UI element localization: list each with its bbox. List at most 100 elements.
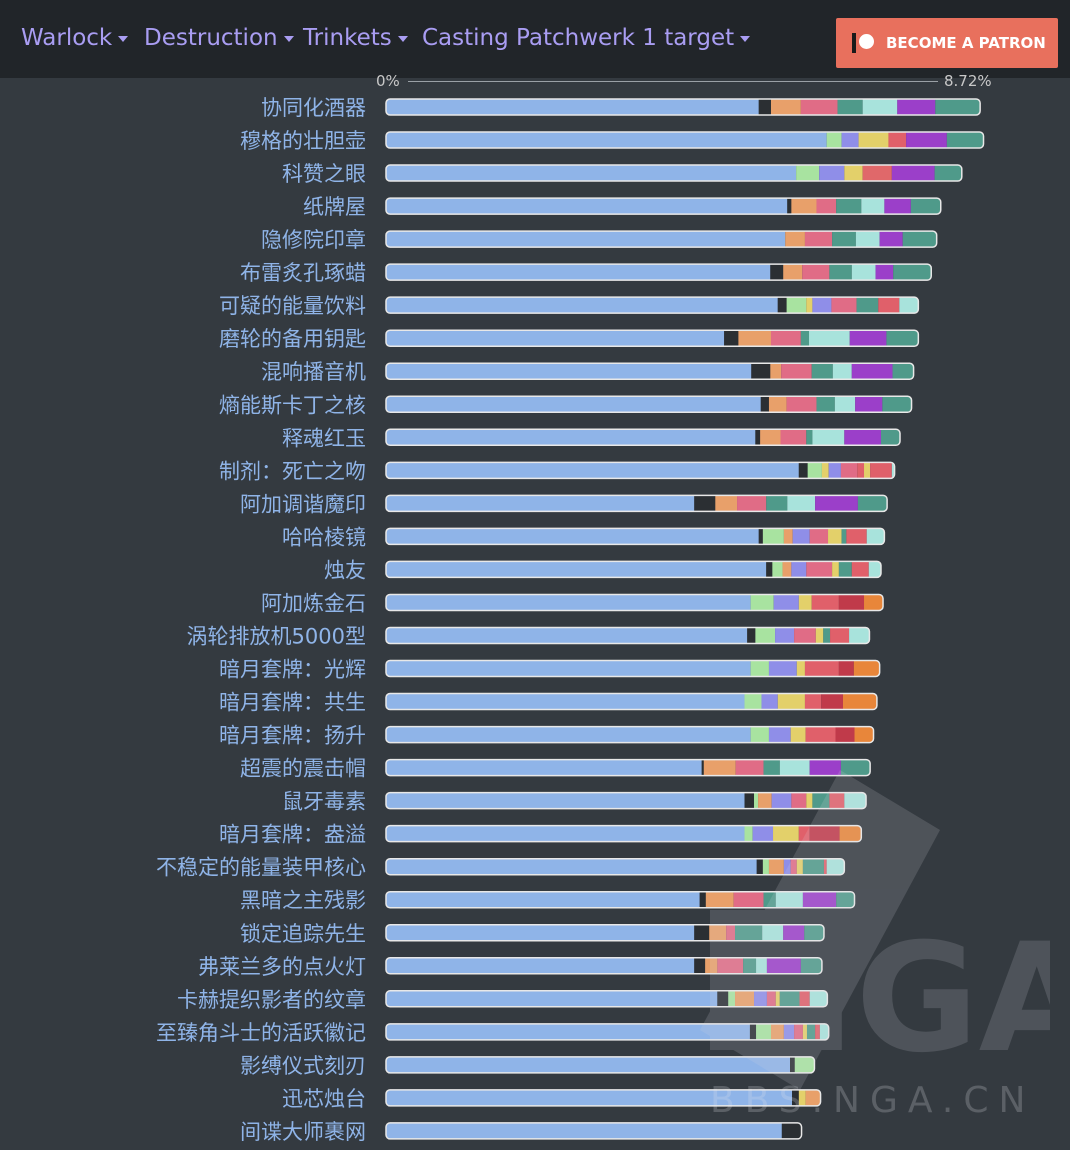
- bar-row[interactable]: 阿加炼金石: [261, 591, 884, 615]
- bar-stack-segment: [724, 330, 739, 347]
- bar-stack-segment: [768, 396, 787, 413]
- category-label: 隐修院印章: [261, 228, 366, 252]
- bar-row[interactable]: 间谍大师裹网: [240, 1120, 803, 1144]
- category-label: 鼠牙毒素: [282, 790, 366, 814]
- bar-stack-segment: [946, 132, 984, 149]
- category-label: 阿加炼金石: [261, 591, 366, 615]
- bar-row[interactable]: 科赞之眼: [282, 162, 963, 186]
- bar-stack-segment: [816, 198, 837, 215]
- bar-row[interactable]: 影缚仪式刻刃: [240, 1054, 816, 1078]
- bar-stack-segment: [705, 957, 718, 974]
- bar-row[interactable]: 哈哈棱镜: [282, 525, 886, 549]
- bar-stack-segment: [779, 990, 800, 1007]
- bar-outline: [385, 428, 901, 447]
- bar-stack-segment: [830, 627, 850, 644]
- bar-row[interactable]: 可疑的能量饮料: [219, 294, 920, 318]
- bar-outline: [385, 857, 846, 876]
- bar-stack-segment: [760, 396, 769, 413]
- bar-row[interactable]: 烛友: [324, 558, 882, 582]
- bar-row[interactable]: 暗月套牌：扬升: [219, 724, 875, 748]
- bar-row[interactable]: 熵能斯卡丁之核: [219, 393, 913, 417]
- bar-row[interactable]: 暗月套牌：光辉: [219, 658, 881, 682]
- become-patron-button[interactable]: BECOME A PATRON: [836, 18, 1058, 68]
- bar-stack-segment: [798, 462, 808, 479]
- bar-stack-segment: [694, 495, 716, 512]
- bar-row[interactable]: 纸牌屋: [303, 195, 942, 219]
- category-label: 卡赫提织影者的纹章: [177, 988, 366, 1012]
- bar-row[interactable]: 超震的震击帽: [240, 757, 871, 781]
- bar-stack-segment: [831, 297, 857, 314]
- category-dropdown[interactable]: Trinkets: [303, 22, 408, 54]
- bar-row[interactable]: 制剂：死亡之吻: [219, 459, 896, 483]
- bar-stack-segment: [864, 462, 871, 479]
- bar-stack-segment: [775, 627, 795, 644]
- bar-stack-segment: [794, 1023, 803, 1040]
- bar-row[interactable]: 磨轮的备用钥匙: [219, 327, 920, 351]
- bar-stack-segment: [844, 792, 867, 809]
- bar-base-segment: [386, 1023, 750, 1040]
- bar-stack-segment: [934, 165, 962, 182]
- bar-stack-segment: [832, 561, 839, 578]
- patron-button-label: BECOME A PATRON: [886, 34, 1046, 52]
- bar-stack-segment: [798, 1089, 806, 1106]
- bar-stack-segment: [840, 462, 858, 479]
- category-label: 暗月套牌：光辉: [219, 658, 366, 682]
- bar-row[interactable]: 释魂红玉: [282, 426, 901, 450]
- bar-stack-segment: [891, 462, 895, 479]
- bar-stack-segment: [792, 1089, 799, 1106]
- bar-stack-segment: [735, 759, 764, 776]
- bar-base-segment: [386, 99, 759, 115]
- bar-stack-segment: [762, 858, 769, 875]
- bar-stack-segment: [800, 957, 822, 974]
- class-dropdown[interactable]: Warlock: [21, 22, 129, 54]
- bar-base-segment: [386, 231, 786, 248]
- bar-stack-segment: [841, 132, 859, 149]
- bar-stack-segment: [770, 1023, 784, 1040]
- bar-row[interactable]: 至臻角斗士的活跃徽记: [156, 1021, 830, 1045]
- bar-row[interactable]: 鼠牙毒素: [282, 790, 867, 814]
- bar-stack-segment: [772, 561, 783, 578]
- fight-dropdown[interactable]: Casting Patchwerk 1 target: [422, 22, 751, 54]
- bar-row[interactable]: 暗月套牌：共生: [219, 691, 878, 715]
- bar-row[interactable]: 弗莱兰多的点火灯: [198, 955, 823, 979]
- category-label: 烛友: [324, 558, 366, 582]
- bar-stack-segment: [849, 627, 870, 644]
- bar-row[interactable]: 黑暗之主残影: [240, 889, 856, 913]
- bar-stack-segment: [781, 363, 812, 380]
- category-label: 不稳定的能量装甲核心: [156, 856, 366, 880]
- bar-stack-segment: [796, 660, 805, 677]
- spec-dropdown[interactable]: Destruction: [144, 22, 294, 54]
- bar-row[interactable]: 穆格的壮胆壶: [240, 129, 985, 153]
- bar-stack-segment: [849, 330, 887, 347]
- bar-row[interactable]: 混响播音机: [261, 360, 915, 384]
- bar-stack-segment: [806, 561, 833, 578]
- bar-stack-segment: [812, 429, 845, 446]
- bar-row[interactable]: 不稳定的能量装甲核心: [156, 856, 846, 880]
- bar-stack-segment: [744, 825, 753, 842]
- bar-base-segment: [386, 990, 718, 1007]
- bar-outline: [385, 626, 871, 645]
- bar-row[interactable]: 协同化酒器: [261, 96, 981, 120]
- bar-stack-segment: [815, 495, 858, 512]
- bar-row[interactable]: 布雷炙孔琢蜡: [240, 261, 932, 285]
- bar-row[interactable]: 锁定追踪先生: [240, 922, 825, 946]
- bar-row[interactable]: 涡轮排放机5000型: [187, 624, 871, 648]
- category-label: 暗月套牌：扬升: [219, 724, 366, 748]
- bar-row[interactable]: 卡赫提织影者的纹章: [177, 988, 829, 1012]
- bar-stack-segment: [790, 726, 806, 743]
- bar-row[interactable]: 隐修院印章: [261, 228, 938, 252]
- bar-stack-segment: [826, 858, 845, 875]
- bar-row[interactable]: 暗月套牌：盎溢: [219, 823, 863, 847]
- bar-stack-segment: [812, 297, 832, 314]
- bar-stack-segment: [749, 1023, 757, 1040]
- bar-stack-segment: [870, 462, 892, 479]
- bar-row[interactable]: 迅芯烛台: [282, 1087, 822, 1111]
- bar-row[interactable]: 阿加调谐魔印: [240, 492, 888, 516]
- bar-stack-segment: [770, 363, 782, 380]
- bar-stack-segment: [802, 858, 824, 875]
- bar-stack-segment: [756, 858, 763, 875]
- bar-stack-segment: [791, 792, 807, 809]
- category-label: 纸牌屋: [303, 195, 366, 219]
- bar-outline: [385, 890, 856, 909]
- bar-base-segment: [386, 1056, 791, 1073]
